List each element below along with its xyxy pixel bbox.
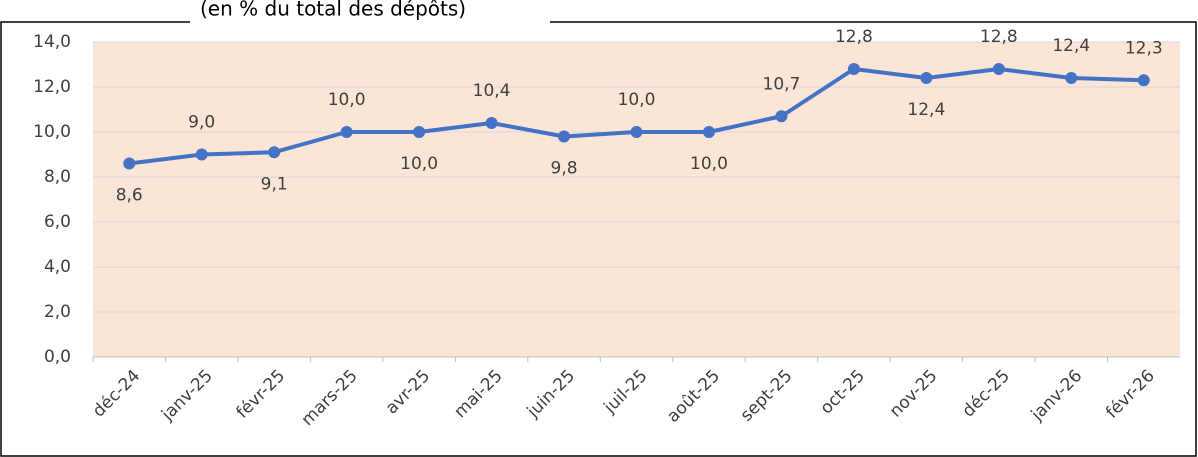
x-tick-label: mai-25 [450, 366, 506, 422]
point [558, 130, 571, 143]
x-tick-label: déc-25 [958, 366, 1013, 421]
y-tick-label: 0,0 [44, 347, 71, 367]
x-tick-label: mars-25 [298, 366, 362, 430]
title-backdrop [190, 0, 550, 30]
data-label: 12,4 [1052, 36, 1090, 56]
y-tick-label: 8,0 [44, 167, 71, 187]
x-tick-label: nov-25 [886, 366, 942, 422]
data-label: 10,0 [618, 90, 656, 110]
x-tick-label: janv-25 [157, 366, 217, 426]
point [920, 72, 933, 84]
y-tick-label: 10,0 [33, 122, 71, 142]
x-tick-label: janv-26 [1027, 366, 1087, 426]
point [1065, 72, 1078, 84]
data-label: 12,3 [1125, 38, 1163, 58]
chart-subtitle: (en % du total des dépôts) [200, 0, 466, 21]
point [702, 126, 715, 138]
data-label: 8,6 [116, 186, 143, 206]
data-label: 10,0 [690, 154, 728, 174]
data-label: 9,1 [261, 174, 288, 194]
x-tick-label: juin-25 [523, 366, 579, 422]
point [485, 117, 498, 129]
point [195, 148, 208, 161]
data-label: 12,8 [835, 27, 873, 47]
point [992, 63, 1005, 75]
data-label: 10,4 [473, 81, 511, 101]
y-tick-label: 14,0 [33, 32, 71, 52]
data-label: 10,0 [328, 90, 366, 110]
x-tick-label: févr-26 [1102, 366, 1159, 423]
y-tick-label: 4,0 [44, 257, 71, 277]
x-tick-label: avr-25 [382, 366, 434, 418]
point [340, 126, 353, 138]
y-tick-label: 6,0 [44, 212, 71, 232]
plot-area [93, 42, 1180, 357]
data-label: 10,0 [400, 154, 438, 174]
x-tick-label: août-25 [663, 366, 724, 427]
data-label: 10,7 [763, 74, 801, 94]
data-label: 12,4 [907, 100, 945, 120]
x-tick-label: févr-25 [233, 366, 290, 423]
point [775, 110, 788, 123]
x-tick-label: juil-25 [599, 366, 651, 418]
data-label: 9,8 [551, 159, 578, 179]
point [413, 126, 426, 138]
point [268, 146, 281, 159]
x-tick-label: déc-24 [89, 366, 144, 421]
point [847, 63, 860, 75]
y-tick-label: 12,0 [33, 77, 71, 97]
frame [0, 21, 1197, 457]
point [1137, 74, 1150, 87]
x-tick-label: sept-25 [737, 366, 797, 426]
data-label: 9,0 [188, 113, 215, 133]
point [630, 126, 643, 138]
point [123, 157, 136, 170]
y-tick-label: 2,0 [44, 302, 71, 322]
data-label: 12,8 [980, 27, 1018, 47]
x-tick-label: oct-25 [817, 366, 869, 418]
